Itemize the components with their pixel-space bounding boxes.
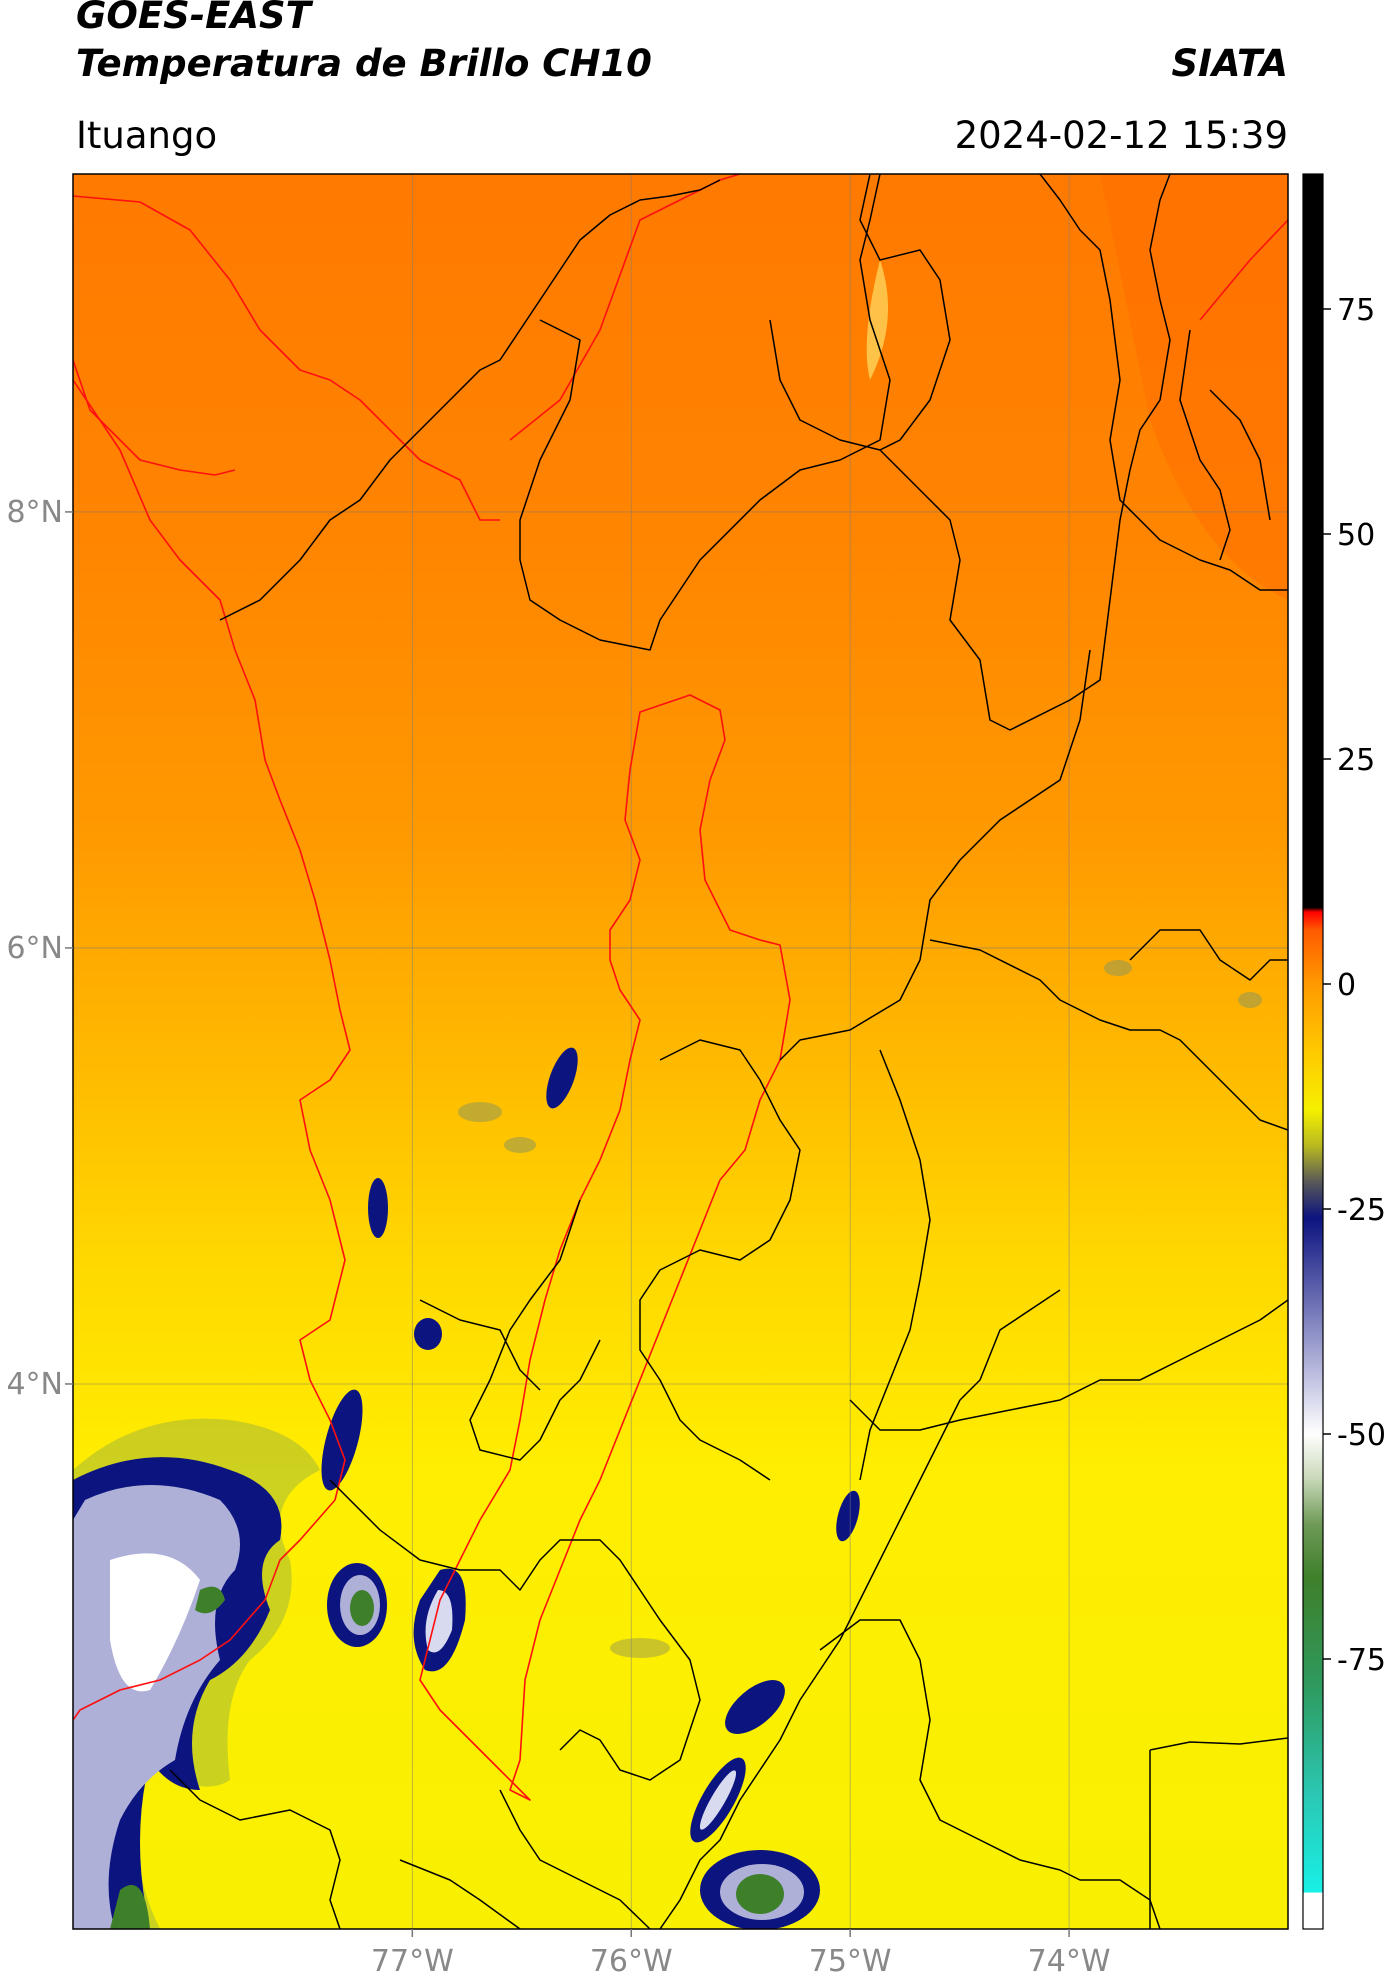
grey-patch-1 <box>458 1102 502 1122</box>
department-line-cauca-south <box>499 1789 651 1929</box>
colorbar-ramp <box>1303 174 1323 1929</box>
colorbar-tick-label-6: -75 <box>1337 1643 1384 1678</box>
map-area <box>72 173 1289 1930</box>
department-line-cesar <box>1039 174 1288 591</box>
se-cell-2-inner <box>699 1770 737 1830</box>
colorbar-frame <box>1302 173 1324 1930</box>
cold-core-sw-green-2 <box>195 1586 225 1614</box>
colorbar-tick-label-3: 0 <box>1337 968 1356 1003</box>
timestamp-label: 2024-02-12 15:39 <box>954 114 1288 157</box>
colorbar-tick-label-0: 75 <box>1337 293 1375 328</box>
colorbar-ticks: 75 50 25 0 -25 -50 -75 <box>1323 293 1384 1678</box>
boundaries <box>73 174 1288 1929</box>
coastal-cell-2-core <box>350 1590 374 1626</box>
location-label: Ituango <box>76 114 218 157</box>
grey-patch-5 <box>610 1638 670 1658</box>
colorbar-tick-label-5: -50 <box>1337 1418 1384 1453</box>
department-line-narino <box>399 1859 521 1929</box>
department-line-cauca <box>169 1769 341 1929</box>
brightness-temperature-field <box>73 174 1288 1929</box>
colorbar-tick-label-1: 50 <box>1337 518 1375 553</box>
department-line-choco-south <box>469 1199 601 1461</box>
small-cell-3 <box>546 1047 578 1109</box>
warm-streak <box>866 260 888 380</box>
grey-patch-3 <box>1104 960 1132 976</box>
longitude-ticks: 77°W 76°W 75°W 74°W <box>371 1929 1111 1979</box>
highlight-region-boundary <box>419 694 791 1801</box>
product-title: Temperatura de Brillo CH10 <box>76 42 652 85</box>
grey-patch-2 <box>504 1137 536 1153</box>
colorbar-tick-label-2: 25 <box>1337 743 1375 778</box>
cold-core-sw-green <box>110 1884 150 1929</box>
map-frame <box>72 173 1289 1930</box>
coastal-cell-3-inner <box>425 1590 453 1653</box>
lon-tick-label-3: 74°W <box>1028 1944 1111 1979</box>
latitude-ticks: 8°N 6°N 4°N <box>6 495 73 1402</box>
department-line-bolivar-north <box>859 174 951 451</box>
warm-region-northeast <box>1100 174 1288 600</box>
organization-label: SIATA <box>1171 42 1288 85</box>
cold-cloud-tops <box>73 174 1288 1929</box>
lon-tick-label-2: 75°W <box>809 1944 892 1979</box>
department-line-tolima <box>659 1289 1061 1929</box>
department-line-choco-valle <box>419 1299 541 1391</box>
cold-core-sw-white <box>110 1553 200 1692</box>
grey-patch-4 <box>1238 992 1262 1008</box>
lat-tick-label-1: 6°N <box>6 931 63 966</box>
department-line-cordoba <box>519 174 891 651</box>
department-line-caldas <box>639 1039 801 1481</box>
department-line-southeast <box>1149 1737 1288 1929</box>
coastline-pacific <box>73 195 500 1721</box>
gridlines <box>73 174 1288 1929</box>
department-line-north <box>219 179 721 621</box>
department-line-boyaca <box>779 649 1091 1061</box>
lat-tick-label-0: 8°N <box>6 495 63 530</box>
department-line-huila <box>819 1619 1161 1929</box>
lon-tick-label-1: 76°W <box>590 1944 673 1979</box>
lat-tick-label-2: 4°N <box>6 1367 63 1402</box>
se-cell-3-core <box>736 1874 784 1914</box>
department-line-cundinamarca <box>859 1049 931 1481</box>
small-cell-1 <box>368 1178 388 1238</box>
satellite-title: GOES-EAST <box>76 0 311 37</box>
department-line-east <box>1129 929 1288 981</box>
small-cell-4 <box>836 1490 860 1542</box>
coastal-cell-1 <box>321 1389 363 1491</box>
se-cell-1 <box>725 1680 785 1734</box>
coastline-northeast <box>1199 219 1288 321</box>
department-line-santander <box>929 939 1288 1131</box>
lon-tick-label-0: 77°W <box>371 1944 454 1979</box>
colorbar-tick-label-4: -25 <box>1337 1193 1384 1228</box>
colorbar: 75 50 25 0 -25 -50 -75 <box>1302 173 1384 1930</box>
department-line-meta <box>849 1299 1288 1431</box>
department-line-northeast <box>1179 329 1271 561</box>
small-cell-2 <box>414 1318 442 1350</box>
department-line-valle <box>329 1479 701 1781</box>
